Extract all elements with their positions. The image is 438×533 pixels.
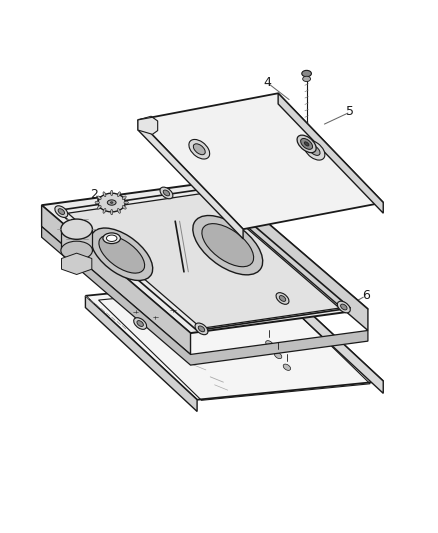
Ellipse shape — [61, 241, 92, 260]
Ellipse shape — [110, 201, 113, 204]
Polygon shape — [219, 181, 368, 330]
Ellipse shape — [202, 224, 254, 266]
Polygon shape — [138, 117, 158, 134]
Ellipse shape — [61, 219, 92, 239]
Ellipse shape — [91, 228, 153, 280]
Ellipse shape — [337, 301, 350, 313]
Polygon shape — [42, 181, 368, 333]
Ellipse shape — [103, 208, 106, 213]
Ellipse shape — [230, 310, 239, 317]
Polygon shape — [85, 277, 383, 400]
Text: 6: 6 — [362, 289, 370, 302]
Ellipse shape — [99, 236, 145, 273]
Ellipse shape — [300, 139, 313, 149]
Text: 1: 1 — [79, 241, 87, 254]
Polygon shape — [61, 253, 92, 274]
Ellipse shape — [98, 197, 111, 208]
Ellipse shape — [210, 305, 219, 313]
Ellipse shape — [304, 141, 325, 160]
Polygon shape — [272, 277, 383, 393]
Polygon shape — [138, 120, 243, 239]
Ellipse shape — [124, 201, 128, 204]
Ellipse shape — [188, 312, 197, 319]
Ellipse shape — [302, 70, 311, 77]
Text: 2: 2 — [90, 188, 98, 201]
Ellipse shape — [101, 200, 107, 205]
Ellipse shape — [55, 206, 68, 217]
Ellipse shape — [151, 313, 160, 321]
Ellipse shape — [304, 142, 309, 146]
Ellipse shape — [195, 323, 208, 335]
Ellipse shape — [98, 193, 125, 212]
Ellipse shape — [117, 192, 120, 197]
Ellipse shape — [193, 215, 263, 275]
Ellipse shape — [106, 235, 117, 241]
Ellipse shape — [103, 233, 120, 244]
Ellipse shape — [122, 206, 126, 209]
Ellipse shape — [107, 200, 116, 205]
Text: 5: 5 — [346, 106, 354, 118]
Ellipse shape — [163, 190, 170, 196]
Ellipse shape — [212, 181, 226, 192]
Ellipse shape — [134, 318, 147, 329]
Ellipse shape — [309, 145, 320, 156]
Polygon shape — [85, 296, 197, 411]
Ellipse shape — [95, 201, 99, 204]
Text: 4: 4 — [263, 76, 271, 89]
Ellipse shape — [216, 184, 222, 189]
Polygon shape — [138, 116, 155, 124]
Ellipse shape — [276, 293, 289, 304]
Ellipse shape — [275, 352, 282, 359]
Ellipse shape — [283, 364, 290, 370]
Ellipse shape — [266, 341, 273, 347]
Ellipse shape — [117, 208, 120, 213]
Ellipse shape — [58, 209, 64, 214]
Ellipse shape — [198, 326, 205, 332]
Ellipse shape — [341, 304, 347, 310]
Ellipse shape — [97, 206, 101, 209]
Text: 3: 3 — [202, 143, 210, 156]
Ellipse shape — [131, 308, 140, 316]
Ellipse shape — [303, 76, 311, 82]
Ellipse shape — [193, 144, 205, 155]
Ellipse shape — [103, 192, 106, 197]
Ellipse shape — [279, 296, 286, 301]
Ellipse shape — [169, 306, 177, 314]
Polygon shape — [68, 193, 339, 328]
Ellipse shape — [110, 209, 113, 215]
Polygon shape — [138, 93, 383, 229]
Polygon shape — [42, 205, 191, 354]
Ellipse shape — [122, 196, 126, 199]
Ellipse shape — [189, 140, 210, 159]
Ellipse shape — [160, 187, 173, 199]
Polygon shape — [278, 93, 383, 213]
Ellipse shape — [137, 321, 143, 326]
Polygon shape — [42, 227, 368, 365]
Ellipse shape — [97, 196, 101, 199]
Polygon shape — [61, 229, 92, 251]
Ellipse shape — [110, 190, 113, 196]
Ellipse shape — [297, 135, 316, 152]
